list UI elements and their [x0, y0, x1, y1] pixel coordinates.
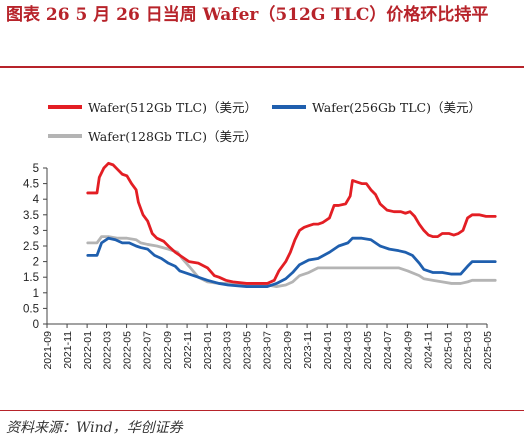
- x-tick-label: 2024-09: [402, 331, 414, 370]
- y-tick-label: 4: [33, 194, 40, 206]
- y-tick-label: 0: [33, 319, 39, 331]
- x-tick-label: 2023-09: [282, 331, 294, 370]
- series-512gb-line: [86, 161, 497, 285]
- y-tick-label: 4.5: [23, 179, 39, 191]
- legend-swatch-256gb: [272, 104, 306, 109]
- x-tick-label: 2025-01: [443, 331, 455, 370]
- legend-item-256gb: Wafer(256Gb TLC)（美元）: [272, 97, 481, 116]
- y-tick-label: 3: [33, 225, 39, 237]
- x-tick-label: 2021-11: [62, 331, 74, 369]
- x-tick-label: 2022-01: [82, 331, 94, 370]
- y-tick-label: 2: [33, 257, 39, 269]
- x-tick-label: 2023-05: [242, 331, 254, 370]
- series-256gb-line: [86, 236, 497, 288]
- x-tick-label: 2022-09: [162, 331, 174, 370]
- x-tick-label: 2023-03: [222, 331, 234, 370]
- x-tick-label: 2021-09: [42, 331, 54, 370]
- series-128gb-line: [86, 235, 497, 288]
- x-tick-label: 2024-01: [322, 331, 334, 370]
- y-tick-label: 3.5: [23, 210, 39, 222]
- x-tick-label: 2023-07: [262, 331, 274, 370]
- legend-item-128gb: Wafer(128Gb TLC)（美元）: [48, 126, 257, 145]
- x-tick-label: 2023-11: [302, 331, 314, 369]
- y-tick-label: 2.5: [23, 241, 39, 253]
- x-tick-label: 2022-11: [182, 331, 194, 369]
- chart-title: 图表 26 5 月 26 日当周 Wafer（512G TLC）价格环比持平: [6, 5, 489, 25]
- legend-item-512gb: Wafer(512Gb TLC)（美元）: [48, 97, 257, 116]
- y-tick-label: 0.5: [23, 303, 39, 315]
- x-tick-label: 2024-07: [382, 331, 394, 370]
- x-tick-label: 2025-05: [482, 331, 494, 370]
- x-tick-label: 2024-03: [342, 331, 354, 370]
- x-tick-label: 2024-11: [422, 331, 434, 369]
- legend-label-512gb: Wafer(512Gb TLC)（美元）: [88, 100, 257, 115]
- x-tick-label: 2024-05: [362, 331, 374, 370]
- y-tick-label: 1.5: [23, 272, 39, 284]
- source-note: 资料来源：Wind，华创证券: [6, 420, 183, 436]
- title-divider: [0, 66, 524, 68]
- legend-label-128gb: Wafer(128Gb TLC)（美元）: [88, 129, 257, 144]
- x-tick-label: 2022-03: [102, 331, 114, 370]
- x-tick-label: 2023-01: [202, 331, 214, 370]
- y-tick-label: 5: [33, 163, 39, 175]
- x-tick-label: 2022-07: [142, 331, 154, 370]
- legend-swatch-512gb: [48, 104, 82, 109]
- x-tick-label: 2025-03: [462, 331, 474, 370]
- legend-swatch-128gb: [48, 133, 82, 138]
- source-divider: [0, 410, 524, 411]
- legend-label-256gb: Wafer(256Gb TLC)（美元）: [312, 100, 481, 115]
- x-tick-label: 2022-05: [122, 331, 134, 370]
- line-chart: 0 0.5 1 1.5 2 2.5 3 3.5 4 4.5 5 2021-09 2021-11 2022-…: [23, 161, 497, 370]
- y-tick-label: 1: [33, 288, 39, 300]
